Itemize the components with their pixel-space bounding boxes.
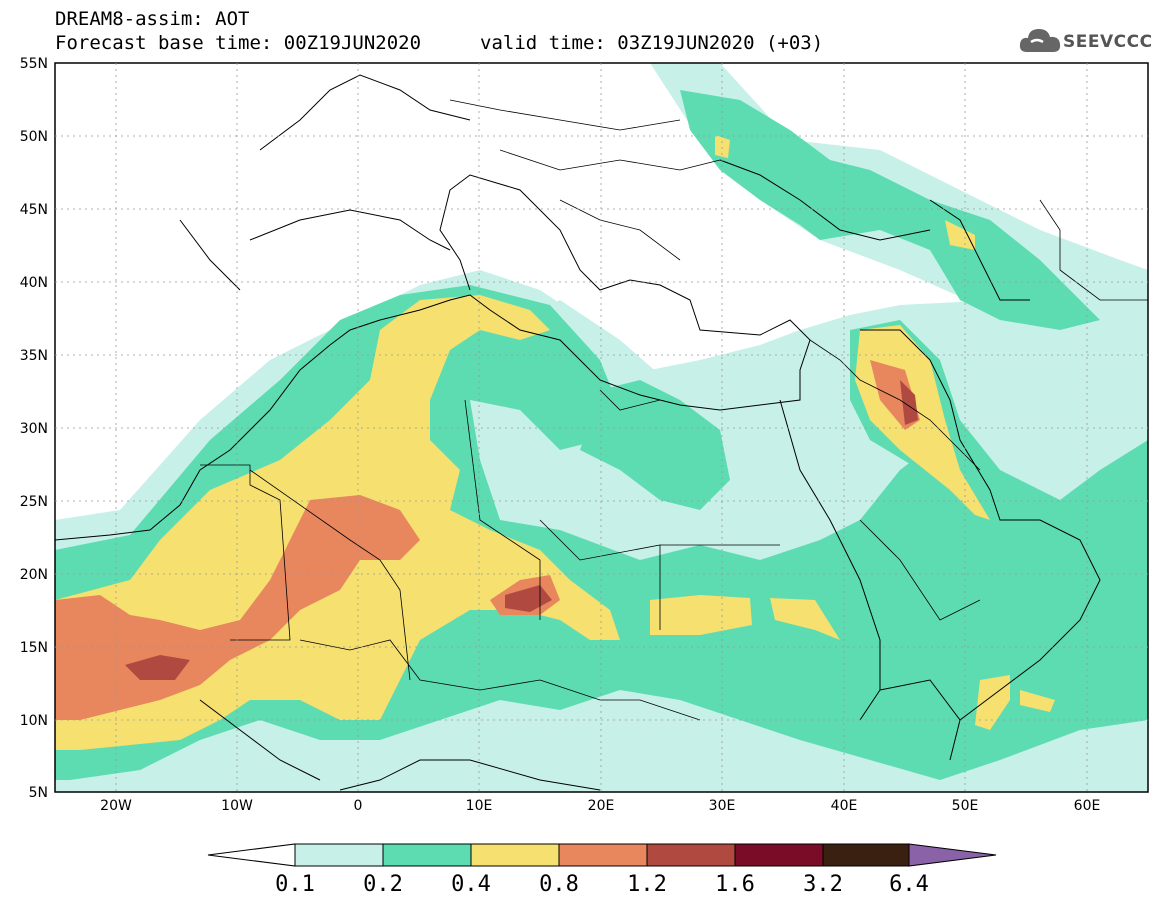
colorbar-label: 6.4 <box>889 872 929 897</box>
colorbar-swatch <box>470 843 560 867</box>
longitude-labels: 20W 10W 0 10E 20E 30E 40E 50E 60E <box>100 798 1100 814</box>
coastlines <box>55 74 1101 791</box>
latitude-labels: 55N 50N 45N 40N 35N 30N 25N 20N 15N 10N … <box>20 56 48 801</box>
colorbar-right-arrow <box>908 843 997 867</box>
lon-label: 60E <box>1074 798 1101 814</box>
colorbar-labels: 0.1 0.2 0.4 0.8 1.2 1.6 3.2 6.4 <box>275 872 929 897</box>
lon-label: 10W <box>221 798 253 814</box>
lat-label: 55N <box>20 56 48 72</box>
lon-label: 30E <box>709 798 736 814</box>
colorbar-label: 1.2 <box>627 872 667 897</box>
lon-label: 50E <box>952 798 979 814</box>
lon-label: 10E <box>466 798 493 814</box>
lat-label: 10N <box>20 713 48 729</box>
lon-label: 0 <box>354 798 363 814</box>
colorbar-swatch <box>294 843 384 867</box>
lat-label: 30N <box>20 421 48 437</box>
lat-label: 20N <box>20 567 48 583</box>
lat-label: 50N <box>20 129 48 145</box>
forecast-base-time: Forecast base time: 00Z19JUN2020 <box>55 32 422 54</box>
logo-text: SEEVCCC <box>1063 32 1153 52</box>
seevccc-logo: SEEVCCC <box>1015 22 1155 62</box>
map-title: DREAM8-assim: AOT <box>55 8 250 30</box>
country-borders <box>200 99 1148 721</box>
colorbar-label: 0.4 <box>451 872 491 897</box>
lon-label: 20E <box>588 798 615 814</box>
colorbar-swatch <box>646 843 736 867</box>
lat-label: 15N <box>20 640 48 656</box>
lat-label: 35N <box>20 348 48 364</box>
colorbar-label: 0.2 <box>363 872 403 897</box>
lat-label: 40N <box>20 275 48 291</box>
colorbar-swatch <box>382 843 472 867</box>
lat-label: 5N <box>29 785 48 801</box>
colorbar-swatch <box>558 843 648 867</box>
lat-label: 25N <box>20 494 48 510</box>
cloud-icon <box>1019 29 1061 52</box>
lon-label: 40E <box>831 798 858 814</box>
colorbar-label: 3.2 <box>803 872 843 897</box>
map-frame <box>54 62 1149 793</box>
colorbar-swatch <box>734 843 824 867</box>
colorbar-left-arrow <box>207 843 296 867</box>
colorbar <box>207 843 997 867</box>
colorbar-label: 0.8 <box>539 872 579 897</box>
lon-label: 20W <box>100 798 132 814</box>
colorbar-swatch <box>822 843 910 867</box>
colorbar-label: 1.6 <box>715 872 755 897</box>
valid-time: valid time: 03Z19JUN2020 (+03) <box>480 32 824 54</box>
colorbar-label: 0.1 <box>275 872 315 897</box>
aot-field <box>55 63 1148 792</box>
lat-label: 45N <box>20 202 48 218</box>
